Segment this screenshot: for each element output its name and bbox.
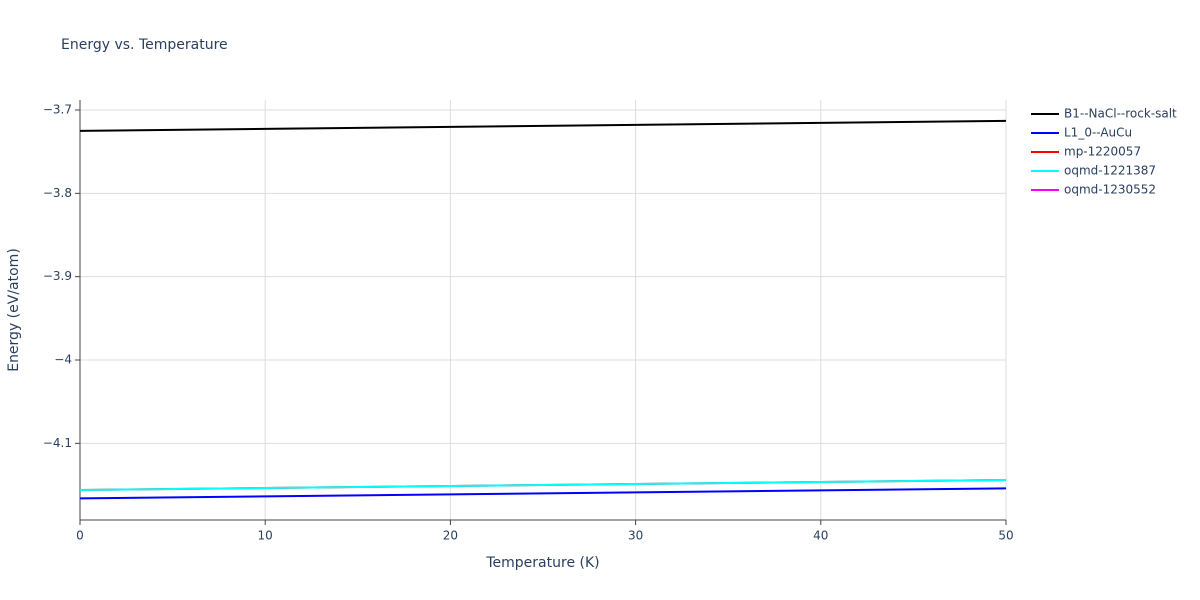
legend-label: oqmd-1221387 [1064,164,1156,178]
x-tick-label: 40 [813,529,828,543]
y-axis-title: Energy (eV/atom) [6,248,22,372]
y-tick-label: −4.1 [43,436,72,450]
x-tick-label: 50 [998,529,1013,543]
y-tick-label: −3.9 [43,269,72,283]
x-tick-label: 30 [628,529,643,543]
legend-label: L1_0--AuCu [1064,126,1132,140]
legend-label: B1--NaCl--rock-salt [1064,107,1177,121]
y-tick-label: −3.8 [43,186,72,200]
y-tick-label: −3.7 [43,103,72,117]
legend-label: oqmd-1230552 [1064,183,1156,197]
line [79,487,1007,500]
x-tick-label: 0 [76,529,84,543]
chart-title: Energy vs. Temperature [61,37,228,53]
line [79,119,1007,132]
y-tick-label: −4 [54,353,72,367]
line [79,479,1007,491]
legend-label: mp-1220057 [1064,145,1141,159]
x-tick-label: 20 [443,529,458,543]
x-axis-title: Temperature (K) [485,555,599,571]
x-tick-label: 10 [258,529,273,543]
